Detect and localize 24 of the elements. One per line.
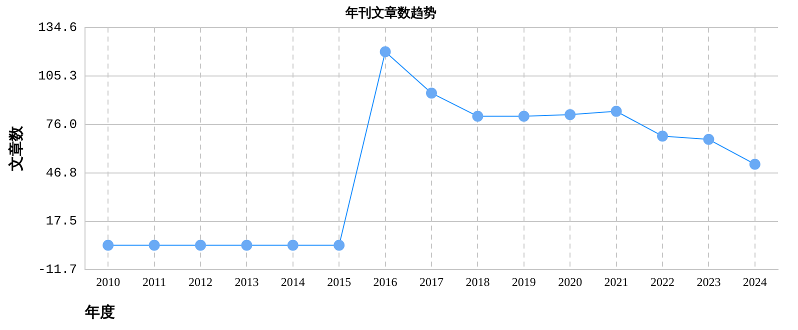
y-tick-label: 76.0 [46, 116, 78, 132]
x-tick-label: 2018 [466, 274, 490, 289]
x-tick-label: 2020 [558, 274, 582, 289]
y-axis-title: 文章数 [6, 125, 25, 172]
x-tick-label: 2019 [512, 274, 536, 289]
y-tick-label: 134.6 [38, 20, 78, 36]
y-tick-label: 17.5 [46, 214, 78, 229]
x-tick-label: 2017 [420, 274, 444, 289]
x-tick-label: 2024 [742, 274, 767, 289]
x-tick-label: 2010 [96, 274, 120, 289]
y-tick-label: 105.3 [38, 68, 78, 84]
x-tick-label: 2015 [327, 274, 352, 289]
x-tick-label: 2014 [280, 274, 305, 289]
x-tick-label: 2016 [373, 274, 398, 289]
chart-title: 年刊文章数趋势 [344, 5, 436, 20]
x-tick-label: 2011 [142, 274, 166, 289]
x-tick-label: 2021 [604, 274, 628, 289]
x-tick-label: 2013 [234, 274, 259, 289]
y-tick-label: 46.8 [46, 165, 78, 180]
x-tick-label: 2012 [188, 274, 213, 289]
x-axis-title: 年度 [84, 302, 116, 321]
y-tick-label: -11.7 [38, 262, 78, 278]
x-tick-label: 2023 [696, 274, 721, 289]
x-tick-label: 2022 [650, 274, 674, 289]
